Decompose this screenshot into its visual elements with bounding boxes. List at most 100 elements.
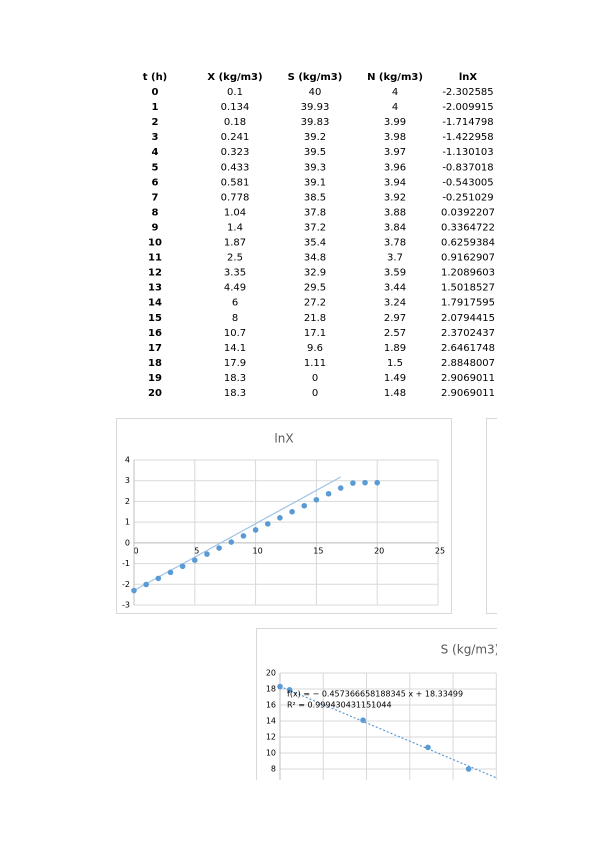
cell: 10.7 — [224, 328, 246, 339]
y-tick-label: 4 — [125, 456, 130, 465]
cell: 2.57 — [384, 328, 406, 339]
x-tick-label: 0 — [279, 837, 284, 846]
column-header: X (kg/m3) — [207, 72, 262, 83]
trend-r2: R² = 0.999430431151044 — [287, 701, 392, 710]
cell: 3.94 — [384, 177, 406, 188]
cell: 0.9162907 — [441, 253, 495, 264]
cell: 3.98 — [384, 132, 406, 143]
cell: 4 — [392, 87, 398, 98]
data-point — [179, 563, 186, 570]
cell: 6 — [152, 177, 159, 188]
cell: 21.8 — [304, 313, 326, 324]
cell: 3.24 — [384, 298, 406, 309]
y-tick-label: 10 — [266, 749, 276, 758]
column-header: S (kg/m3) — [288, 72, 343, 83]
cell: 1.87 — [224, 238, 246, 249]
cell: 3 — [152, 132, 159, 143]
y-tick-label: 1 — [125, 518, 130, 527]
cell: -1.714798 — [442, 117, 493, 128]
cell: 0.581 — [221, 177, 250, 188]
cell: 2 — [152, 117, 159, 128]
x-tick-label: 5 — [194, 546, 199, 555]
cell: 2.3702437 — [441, 328, 495, 339]
cell: 3.44 — [384, 283, 406, 294]
cell: 39.93 — [301, 102, 330, 113]
cell: 40 — [309, 87, 322, 98]
column-header: lnX — [459, 72, 478, 83]
cell: 2.8848007 — [441, 358, 495, 369]
cell: 0.0392207 — [441, 207, 495, 218]
cell: -0.837018 — [442, 162, 493, 173]
cell: 1.7917595 — [441, 298, 495, 309]
cell: 9 — [152, 222, 159, 233]
data-point — [192, 557, 198, 563]
cell: 2.0794415 — [441, 313, 495, 324]
cell: 14 — [148, 298, 162, 309]
y-tick-label: 2 — [125, 497, 130, 506]
cell: 1 — [152, 102, 159, 113]
trend-equation: f(x) = − 0.457366658188345 x + 18.33499 — [287, 690, 463, 699]
cell: 0 — [312, 388, 318, 399]
cell: 0.3364722 — [441, 222, 495, 233]
cell: -2.302585 — [442, 87, 493, 98]
chart-title: S (kg/m3) — [441, 643, 500, 657]
x-tick-label: 25 — [493, 837, 503, 846]
cell: 4 — [392, 102, 398, 113]
cell: -0.543005 — [442, 177, 493, 188]
cell: 17.9 — [224, 358, 246, 369]
cell: 0.134 — [221, 102, 250, 113]
y-tick-label: 16 — [266, 701, 276, 710]
cell: 1.4 — [227, 222, 243, 233]
cell: 1.5 — [387, 358, 403, 369]
x-tick-label: 25 — [435, 546, 445, 555]
cell: 7 — [152, 192, 159, 203]
cell: 4 — [152, 147, 159, 158]
cell: 6 — [232, 298, 238, 309]
cell: 39.3 — [304, 162, 326, 173]
cell: 2.97 — [384, 313, 406, 324]
data-point — [204, 551, 210, 557]
x-tick-label: 10 — [253, 546, 263, 555]
y-tick-label: 18 — [266, 685, 276, 694]
data-point — [337, 485, 344, 491]
cell: 18.3 — [224, 388, 246, 399]
cell: 3.99 — [384, 117, 406, 128]
y-tick-label: 12 — [266, 733, 276, 742]
cell: 2.9069011 — [441, 388, 495, 399]
x-tick-label: 10 — [363, 837, 373, 846]
cell: 8 — [152, 207, 159, 218]
y-tick-label: -1 — [122, 559, 130, 568]
y-tick-label: 14 — [266, 717, 276, 726]
cell: 13 — [148, 283, 162, 294]
y-tick-label: 3 — [125, 476, 130, 485]
cell: 1.04 — [224, 207, 246, 218]
cell: 38.5 — [304, 192, 326, 203]
cell: 1.5018527 — [441, 283, 495, 294]
cell: -1.130103 — [442, 147, 493, 158]
cell: 2.9069011 — [441, 373, 495, 384]
cell: 39.83 — [301, 117, 330, 128]
cell: 3.96 — [384, 162, 406, 173]
cell: 0.323 — [221, 147, 250, 158]
cell: 17 — [148, 343, 162, 354]
cell: 1.2089603 — [441, 268, 495, 279]
cell: 9.6 — [307, 343, 323, 354]
x-tick-label: 15 — [407, 837, 417, 846]
data-point — [301, 502, 308, 509]
cell: 1.49 — [384, 373, 406, 384]
data-point — [313, 496, 320, 503]
cell: 0.6259384 — [441, 238, 495, 249]
data-point — [277, 515, 283, 521]
cell: 37.2 — [304, 222, 326, 233]
data-point — [425, 744, 431, 751]
cell: 0 — [152, 87, 159, 98]
cell: -1.422958 — [442, 132, 493, 143]
data-point — [362, 479, 368, 486]
x-tick-label: 20 — [374, 546, 384, 555]
cell: 34.8 — [304, 253, 326, 264]
y-tick-label: -2 — [122, 580, 130, 589]
x-tick-label: 0 — [133, 546, 138, 555]
cell: 0.433 — [221, 162, 250, 173]
